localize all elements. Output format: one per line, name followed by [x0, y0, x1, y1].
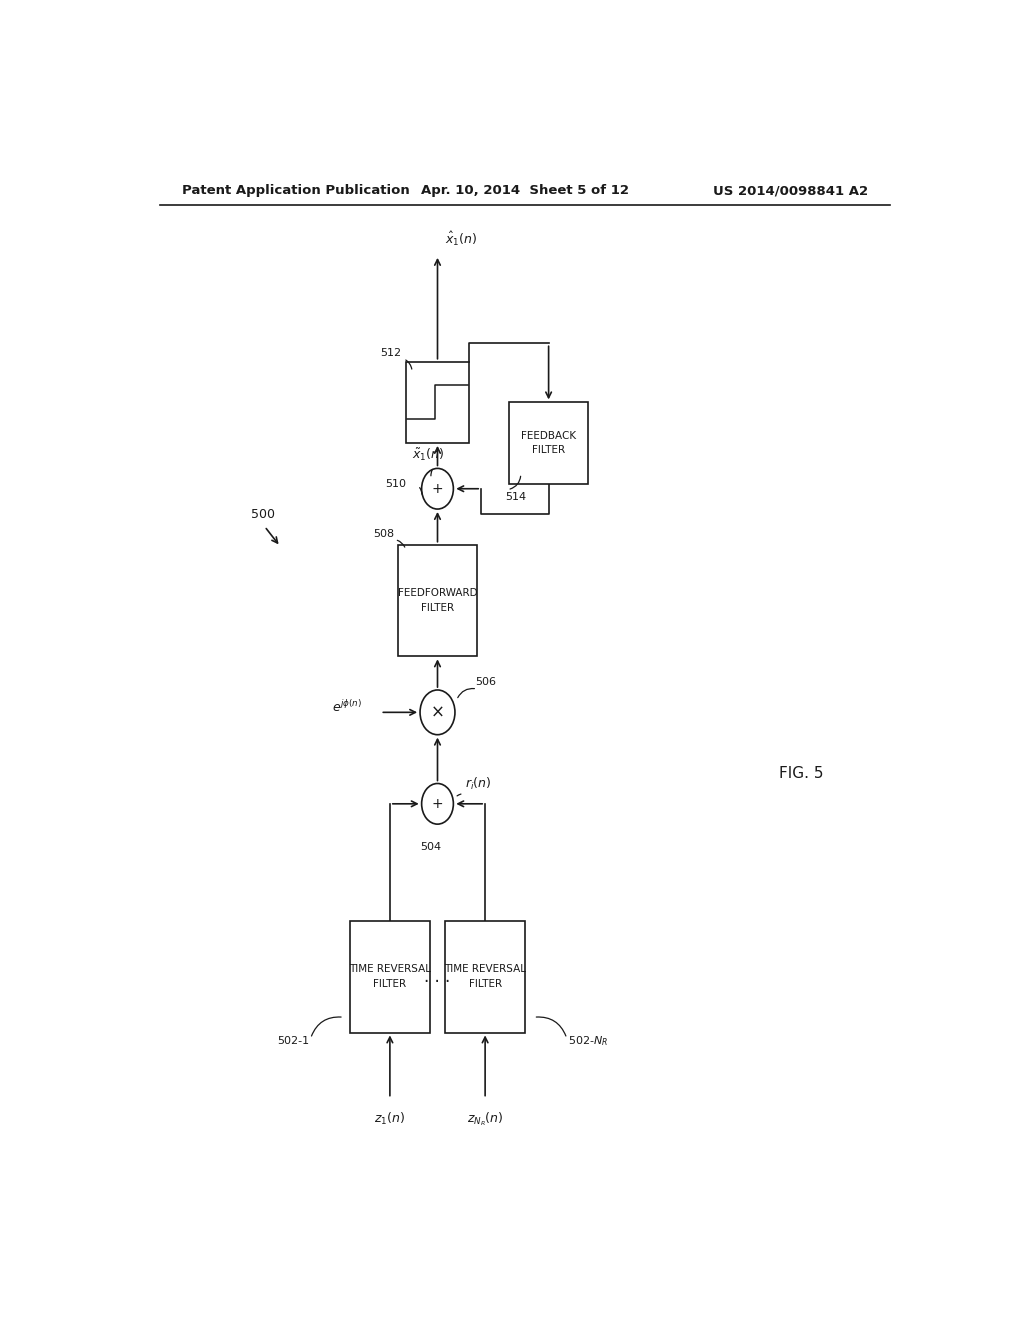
Text: 514: 514: [505, 492, 526, 502]
Text: $502\text{-}N_R$: $502\text{-}N_R$: [568, 1034, 608, 1048]
Text: Patent Application Publication: Patent Application Publication: [182, 185, 410, 198]
Text: $z_{N_R}(n)$: $z_{N_R}(n)$: [467, 1110, 504, 1129]
Text: . . .: . . .: [424, 968, 451, 986]
Bar: [509, 403, 589, 483]
Text: 510: 510: [385, 479, 406, 488]
Text: FIG. 5: FIG. 5: [778, 766, 823, 781]
Text: 512: 512: [381, 347, 401, 358]
Text: $\hat{x}_1(n)$: $\hat{x}_1(n)$: [445, 230, 478, 248]
Text: 506: 506: [475, 677, 497, 686]
Text: $r_i(n)$: $r_i(n)$: [465, 776, 492, 792]
Text: +: +: [432, 797, 443, 810]
Text: 500: 500: [251, 508, 275, 520]
Text: TIME REVERSAL
FILTER: TIME REVERSAL FILTER: [444, 964, 526, 989]
Text: 502-1: 502-1: [276, 1036, 309, 1045]
Text: 508: 508: [373, 528, 394, 539]
Text: $z_1(n)$: $z_1(n)$: [375, 1110, 406, 1127]
Text: Apr. 10, 2014  Sheet 5 of 12: Apr. 10, 2014 Sheet 5 of 12: [421, 185, 629, 198]
Text: US 2014/0098841 A2: US 2014/0098841 A2: [713, 185, 867, 198]
Text: $e^{j\phi(n)}$: $e^{j\phi(n)}$: [332, 700, 362, 715]
Text: $\tilde{x}_1(n)$: $\tilde{x}_1(n)$: [412, 446, 444, 463]
Bar: [397, 545, 477, 656]
Text: FEEDBACK
FILTER: FEEDBACK FILTER: [521, 430, 577, 455]
Text: +: +: [432, 482, 443, 496]
Bar: [406, 362, 469, 444]
Text: FEEDFORWARD
FILTER: FEEDFORWARD FILTER: [397, 589, 477, 612]
Text: TIME REVERSAL
FILTER: TIME REVERSAL FILTER: [349, 964, 431, 989]
Bar: [445, 921, 525, 1032]
Bar: [350, 921, 430, 1032]
Text: 504: 504: [421, 842, 441, 853]
Text: ×: ×: [430, 704, 444, 721]
